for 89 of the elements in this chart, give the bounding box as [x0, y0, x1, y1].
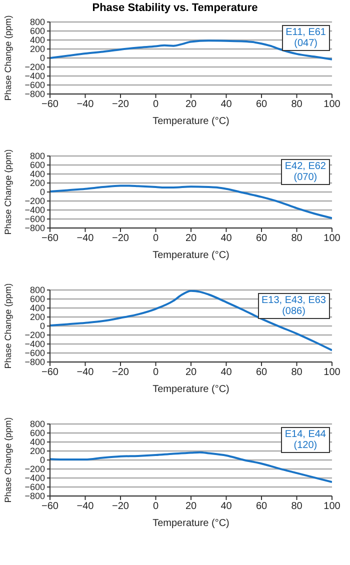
y-tick-label: −400	[24, 473, 45, 484]
x-tick-label: 80	[291, 233, 303, 244]
y-axis-title: Phase Change (ppm)	[3, 417, 14, 503]
y-tick-label: −400	[24, 339, 45, 350]
y-tick-label: 400	[30, 437, 45, 448]
x-tick-label: 40	[220, 99, 232, 110]
line-series	[50, 40, 332, 60]
y-tick-label: −600	[24, 482, 45, 492]
y-tick-label: −400	[24, 71, 45, 82]
x-tick-label: 0	[152, 501, 159, 512]
x-tick-label: 0	[152, 99, 159, 110]
x-tick-label: −60	[42, 99, 59, 110]
series-label: E13, E43, E63 (086)	[262, 295, 326, 317]
x-axis-title: Temperature (°C)	[152, 384, 230, 395]
x-tick-label: −40	[76, 501, 94, 512]
y-axis-title: Phase Change (ppm)	[3, 149, 14, 235]
series-label: E42, E62 (070)	[284, 161, 326, 183]
y-tick-label: 400	[30, 169, 45, 180]
y-tick-label: 800	[30, 151, 45, 162]
x-tick-label: 100	[324, 367, 341, 378]
x-tick-label: 40	[220, 233, 232, 244]
y-tick-label: −800	[24, 357, 45, 368]
y-tick-label: 800	[30, 285, 45, 296]
chart-title: Phase Stability vs. Temperature	[91, 2, 259, 14]
x-tick-label: 100	[324, 233, 341, 244]
line-series	[50, 290, 332, 352]
y-tick-label: 400	[30, 35, 45, 46]
y-tick-label: −200	[24, 464, 45, 474]
y-tick-label: −800	[24, 223, 45, 234]
y-tick-label: 600	[30, 26, 45, 36]
line-series	[50, 184, 332, 220]
x-tick-label: −40	[76, 233, 94, 244]
y-tick-label: 600	[30, 428, 45, 438]
y-tick-label: 600	[30, 294, 45, 304]
x-axis-title: Temperature (°C)	[152, 250, 230, 261]
x-tick-label: 60	[256, 501, 268, 512]
x-tick-label: −60	[42, 233, 59, 244]
y-tick-label: −200	[24, 62, 45, 72]
y-axis-title: Phase Change (ppm)	[3, 15, 14, 101]
y-tick-label: 0	[40, 321, 45, 332]
x-tick-label: 60	[256, 233, 268, 244]
x-tick-label: 20	[185, 99, 197, 110]
x-tick-label: −40	[76, 99, 94, 110]
y-tick-label: 800	[30, 419, 45, 430]
y-tick-label: −800	[24, 89, 45, 100]
x-tick-label: 20	[185, 501, 197, 512]
y-tick-label: −600	[24, 214, 45, 224]
y-tick-label: 200	[30, 446, 45, 456]
x-tick-label: −60	[42, 367, 59, 378]
x-tick-label: −20	[112, 367, 130, 378]
x-tick-label: −20	[112, 233, 130, 244]
y-tick-label: 200	[30, 44, 45, 54]
y-tick-label: 0	[40, 53, 45, 64]
y-tick-label: −600	[24, 348, 45, 358]
y-tick-label: 200	[30, 178, 45, 188]
y-axis-title: Phase Change (ppm)	[3, 283, 14, 369]
x-tick-label: 20	[185, 233, 197, 244]
x-tick-label: 80	[291, 501, 303, 512]
x-tick-label: 0	[152, 367, 159, 378]
x-tick-label: 20	[185, 367, 197, 378]
x-tick-label: −40	[76, 367, 94, 378]
y-tick-label: 400	[30, 303, 45, 314]
x-tick-label: 100	[324, 501, 341, 512]
x-tick-label: 0	[152, 233, 159, 244]
y-tick-label: 0	[40, 187, 45, 198]
y-tick-label: −200	[24, 330, 45, 340]
x-tick-label: 40	[220, 367, 232, 378]
series-label: E14, E44 (120)	[284, 429, 326, 451]
x-axis-title: Temperature (°C)	[152, 116, 230, 127]
y-tick-label: −600	[24, 80, 45, 90]
series-label: E11, E61 (047)	[286, 27, 326, 49]
line-series	[50, 451, 332, 484]
x-axis-title: Temperature (°C)	[152, 518, 230, 529]
y-tick-label: −800	[24, 491, 45, 502]
y-tick-label: 800	[30, 17, 45, 28]
y-tick-label: 200	[30, 312, 45, 322]
x-tick-label: 60	[256, 367, 268, 378]
x-tick-label: −60	[42, 501, 59, 512]
x-tick-label: 80	[291, 367, 303, 378]
x-tick-label: 100	[324, 99, 341, 110]
x-tick-label: −20	[112, 501, 130, 512]
y-tick-label: −200	[24, 196, 45, 206]
x-tick-label: −20	[112, 99, 130, 110]
x-tick-label: 40	[220, 501, 232, 512]
x-tick-label: 80	[291, 99, 303, 110]
y-tick-label: 0	[40, 455, 45, 466]
y-tick-label: −400	[24, 205, 45, 216]
y-tick-label: 600	[30, 160, 45, 170]
x-tick-label: 60	[256, 99, 268, 110]
